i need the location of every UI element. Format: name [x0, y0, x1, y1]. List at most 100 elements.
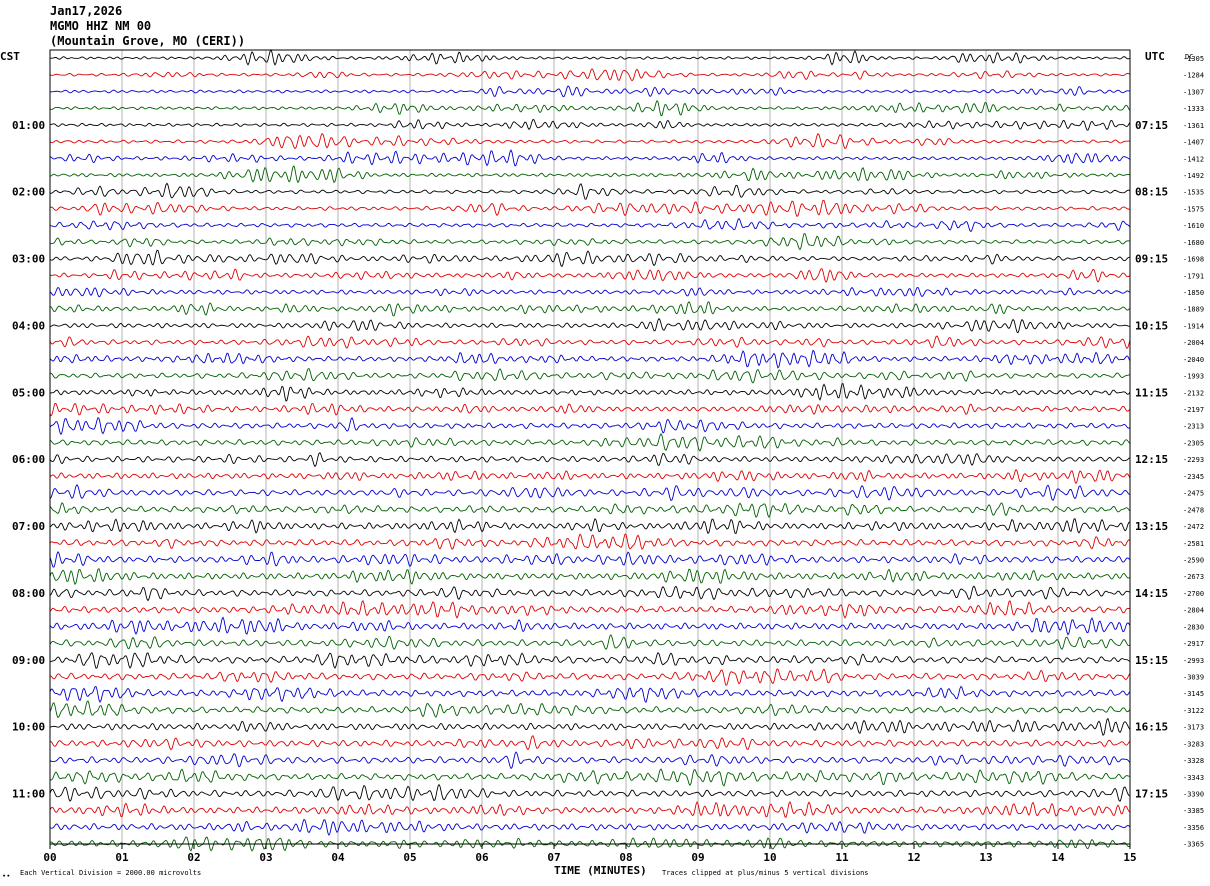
trace-line: [49, 651, 1131, 669]
x-tick-label: 11: [835, 851, 849, 864]
utc-hour-label: 17:15: [1135, 787, 1168, 800]
seismic-traces: [49, 49, 1131, 852]
dc-offset-label: -1305: [1183, 55, 1204, 63]
dc-column-title: DC: [1185, 53, 1193, 61]
utc-axis-title: UTC: [1145, 50, 1165, 63]
dc-offset-label: -3365: [1183, 841, 1204, 849]
x-tick-label: 07: [547, 851, 560, 864]
utc-hour-label: 08:15: [1135, 186, 1168, 199]
corner-mark: ∙∙: [2, 872, 10, 880]
dc-offset-label: -2673: [1183, 573, 1204, 581]
x-tick-label: 09: [691, 851, 704, 864]
trace-line: [49, 417, 1131, 436]
dc-offset-label: -1993: [1183, 373, 1204, 381]
station-label: MGMO HHZ NM 00: [50, 19, 152, 33]
dc-offset-label: -2478: [1183, 506, 1204, 514]
utc-hour-label: 14:15: [1135, 587, 1168, 600]
cst-hour-label: 08:00: [12, 587, 45, 600]
cst-hour-label: 01:00: [12, 119, 45, 132]
x-tick-label: 12: [907, 851, 920, 864]
trace-line: [49, 735, 1131, 751]
trace-line: [49, 484, 1131, 502]
x-tick-label: 04: [331, 851, 345, 864]
trace-line: [49, 349, 1131, 369]
trace-line: [49, 68, 1131, 82]
trace-line: [49, 568, 1131, 586]
plot-grid: [121, 50, 1059, 844]
dc-offset-label: -2197: [1183, 406, 1204, 414]
trace-line: [49, 133, 1131, 150]
trace-line: [49, 550, 1131, 568]
cst-hour-label: 10:00: [12, 721, 45, 734]
dc-offset-label: -1284: [1183, 72, 1204, 80]
dc-offset-label: -1850: [1183, 289, 1204, 297]
dc-offset-label: -3039: [1183, 673, 1204, 681]
dc-offset-label: -2917: [1183, 640, 1204, 648]
trace-line: [49, 402, 1131, 417]
cst-hour-label: 09:00: [12, 654, 45, 667]
dc-offset-label: -3328: [1183, 757, 1204, 765]
dc-offset-label: -1610: [1183, 222, 1204, 230]
dc-offset-label: -2475: [1183, 490, 1204, 498]
dc-offset-label: -3343: [1183, 774, 1204, 782]
x-tick-label: 08: [619, 851, 632, 864]
trace-line: [49, 668, 1131, 687]
dc-offset-label: -1492: [1183, 172, 1204, 180]
utc-hour-label: 10:15: [1135, 319, 1168, 332]
trace-line: [49, 801, 1131, 819]
trace-line: [49, 233, 1131, 251]
trace-line: [49, 49, 1131, 66]
dc-offset-label: -1361: [1183, 122, 1204, 130]
date-label: Jan17,2026: [50, 4, 123, 18]
trace-line: [49, 118, 1131, 131]
dc-offset-label: -1575: [1183, 205, 1204, 213]
dc-offset-label: -2830: [1183, 623, 1204, 631]
utc-hour-label: 07:15: [1135, 119, 1168, 132]
cst-hour-label: 04:00: [12, 319, 45, 332]
dc-offset-label: -3390: [1183, 790, 1204, 798]
x-tick-label: 14: [1051, 851, 1065, 864]
trace-line: [49, 634, 1131, 651]
dc-offset-label: -3283: [1183, 740, 1204, 748]
scale-note: Each Vertical Division = 2000.00 microvo…: [20, 869, 201, 877]
utc-hour-label: 16:15: [1135, 721, 1168, 734]
x-tick-label: 03: [259, 851, 272, 864]
trace-line: [49, 452, 1131, 468]
trace-line: [49, 685, 1131, 703]
utc-hour-label: 11:15: [1135, 386, 1168, 399]
dc-offset-label: -2804: [1183, 607, 1204, 615]
cst-hour-label: 06:00: [12, 453, 45, 466]
dc-offset-label: -2293: [1183, 456, 1204, 464]
trace-line: [49, 249, 1131, 268]
plot-header: Jan17,2026 MGMO HHZ NM 00 (Mountain Grov…: [50, 4, 245, 49]
dc-offset-label: -1791: [1183, 272, 1204, 280]
dc-offset-label: -1698: [1183, 256, 1204, 264]
trace-line: [49, 182, 1131, 200]
trace-line: [49, 268, 1131, 284]
utc-hour-label: 09:15: [1135, 253, 1168, 266]
dc-offset-label: -2993: [1183, 657, 1204, 665]
trace-line: [49, 783, 1131, 803]
dc-offset-label: -2345: [1183, 473, 1204, 481]
dc-offset-label: -1680: [1183, 239, 1204, 247]
cst-hour-label: 02:00: [12, 186, 45, 199]
trace-line: [49, 468, 1131, 485]
trace-line: [49, 616, 1131, 636]
dc-offset-label: -2313: [1183, 423, 1204, 431]
cst-hour-label: 03:00: [12, 253, 45, 266]
trace-line: [49, 317, 1131, 334]
trace-line: [49, 585, 1131, 602]
dc-offset-label: -2004: [1183, 339, 1204, 347]
trace-line: [49, 818, 1131, 837]
x-tick-label: 13: [979, 851, 992, 864]
trace-line: [49, 533, 1131, 550]
trace-line: [49, 599, 1131, 619]
left-hour-labels: 01:00 02:00 03:00 04:00 05:00 06:00 07:00 08:00…: [12, 119, 45, 801]
trace-line: [49, 768, 1131, 787]
dc-offset-label: -1889: [1183, 306, 1204, 314]
dc-offset-label: -2472: [1183, 523, 1204, 531]
dc-offset-label: -3385: [1183, 807, 1204, 815]
dc-offset-label: -1535: [1183, 189, 1204, 197]
dc-offset-label: -2040: [1183, 356, 1204, 364]
trace-line: [49, 383, 1131, 402]
